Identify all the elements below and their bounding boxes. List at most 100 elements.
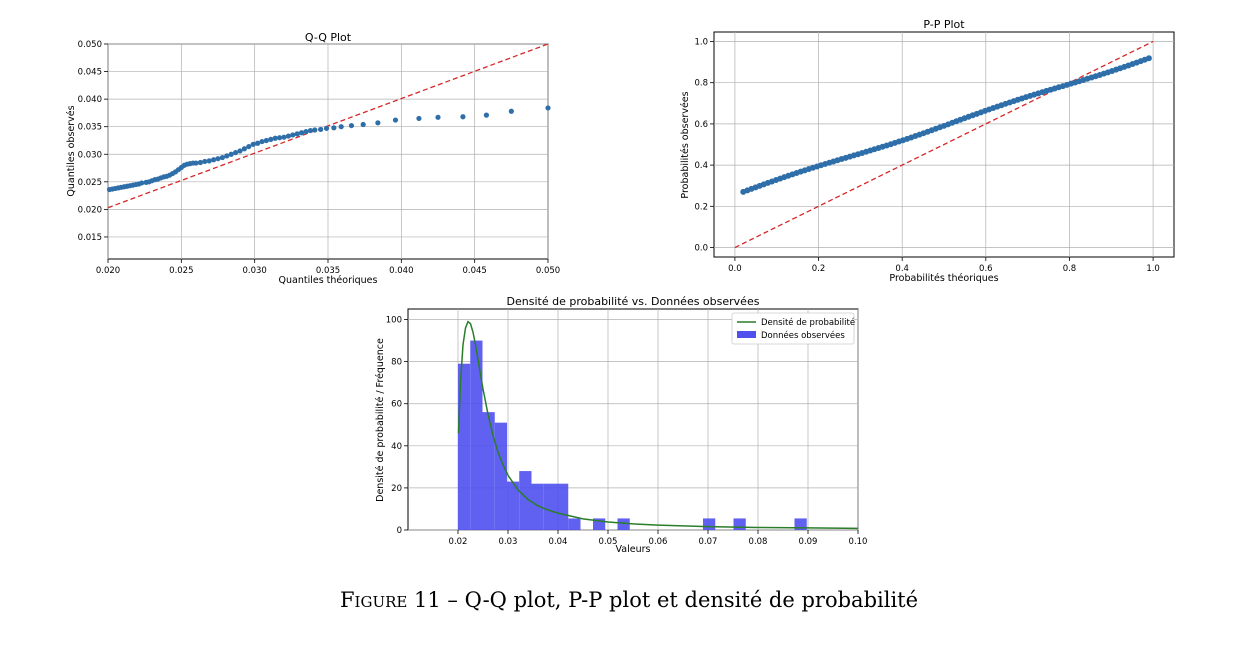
x-tick-label: 0.06 (649, 537, 668, 547)
qq-data-point (272, 135, 278, 141)
x-tick-label: 0.04 (549, 537, 568, 547)
pp-xlabel: Probabilités théoriques (889, 273, 998, 284)
y-tick-label: 0.025 (78, 178, 102, 188)
y-tick-label: 60 (391, 400, 402, 410)
density-grid (408, 309, 859, 531)
qq-data-point (268, 136, 274, 142)
qq-data-point (303, 129, 309, 135)
histogram-bar (568, 518, 581, 530)
qq-data-point (277, 135, 283, 141)
y-tick-label: 0.6 (694, 120, 708, 130)
density-title: Densité de probabilité vs. Données obser… (507, 295, 760, 308)
qq-data-point (392, 117, 399, 123)
caption-text: Q-Q plot, P-P plot et densité de probabi… (464, 588, 919, 612)
y-tick-label: 0.050 (78, 40, 102, 50)
x-tick-label: 1.0 (1146, 264, 1160, 274)
qq-data-point (237, 148, 243, 154)
qq-data-point (323, 125, 330, 131)
x-tick-label: 0.8 (1063, 264, 1077, 274)
y-tick-label: 20 (391, 484, 402, 494)
histogram-bar (794, 518, 807, 530)
qq-plot: Q-Q Plot 0.020 0.025 0.030 0.035 0.040 0.045 0… (66, 31, 560, 286)
legend-box (731, 312, 855, 345)
figure-caption: Figure 11 – Q-Q plot, P-P plot et densit… (0, 588, 1258, 612)
histogram-bars (458, 340, 807, 530)
qq-data-point (435, 114, 441, 120)
figure-panels: Q-Q Plot 0.020 0.025 0.030 0.035 0.040 0.045 0… (66, 18, 1175, 555)
qq-ticks: 0.020 0.025 0.030 0.035 0.040 0.045 0.050 0.015… (78, 40, 561, 276)
qq-data-point (416, 115, 422, 122)
y-tick-label: 40 (391, 442, 402, 452)
y-tick-label: 0.040 (78, 95, 102, 105)
histogram-bar (494, 422, 507, 530)
histogram-bar (556, 483, 569, 530)
qq-data-point (375, 120, 381, 126)
x-tick-label: 0.0 (728, 264, 742, 274)
qq-data-point (281, 134, 287, 140)
y-tick-label: 0.2 (694, 202, 708, 212)
x-tick-label: 0.045 (462, 266, 486, 276)
qq-data-point (206, 158, 212, 164)
pp-grid (714, 32, 1174, 257)
histogram-bar (593, 518, 606, 530)
x-tick-label: 0.050 (536, 266, 560, 276)
qq-data-point (255, 140, 261, 146)
density-ylabel: Densité de probabilité / Fréquence (375, 338, 386, 502)
x-tick-label: 0.09 (799, 537, 818, 547)
qq-data-point (215, 156, 221, 162)
qq-data-point (139, 180, 145, 186)
qq-data-point (285, 133, 291, 139)
pp-reference-line (734, 40, 1154, 249)
x-tick-label: 0.2 (812, 264, 826, 274)
qq-data-point (233, 150, 239, 156)
y-tick-label: 0.035 (78, 123, 102, 133)
qq-data-point (228, 151, 234, 157)
y-tick-label: 0.4 (694, 161, 708, 171)
histogram-bar (543, 483, 556, 530)
qq-data-point (263, 137, 269, 144)
qq-data-point (360, 121, 366, 128)
y-tick-label: 0.045 (78, 68, 102, 78)
qq-data-point (250, 141, 256, 147)
qq-data-point (219, 154, 225, 161)
histogram-bar (482, 412, 495, 530)
qq-reference-line (107, 43, 549, 209)
pp-data-point (1145, 55, 1152, 62)
legend-label-density: Densité de probabilité (761, 317, 855, 328)
qq-data-point (318, 126, 324, 133)
qq-data-point (299, 130, 305, 136)
histogram-bar (617, 518, 630, 530)
x-tick-label: 0.020 (96, 266, 120, 276)
qq-data-point (197, 159, 203, 166)
qq-data-point (241, 146, 247, 152)
y-tick-label: 0.8 (694, 79, 708, 89)
qq-data-point (290, 132, 296, 138)
y-tick-label: 0.015 (78, 233, 102, 243)
pp-plot: P-P Plot 0.0 0.2 0.4 0.6 0.8 1.00.00.20.40.60… (680, 18, 1175, 284)
x-tick-label: 0.030 (242, 266, 266, 276)
y-tick-label: 100 (386, 316, 402, 326)
pp-points (740, 55, 1152, 195)
qq-xlabel: Quantiles théoriques (279, 275, 378, 286)
x-tick-label: 0.05 (599, 537, 618, 547)
x-tick-label: 0.025 (169, 266, 193, 276)
histogram-bar (703, 518, 716, 530)
density-legend: Densité de probabilité Données observées (731, 312, 855, 345)
caption-separator: – (440, 588, 465, 612)
qq-data-point (508, 108, 514, 114)
qq-data-point (312, 127, 318, 133)
qq-data-point (246, 143, 252, 150)
x-tick-label: 0.08 (749, 537, 768, 547)
qq-data-point (202, 158, 208, 165)
qq-data-point (259, 138, 265, 145)
histogram-bar (531, 483, 544, 530)
x-tick-label: 0.07 (699, 537, 718, 547)
x-tick-label: 0.6 (979, 264, 993, 274)
density-plot: Densité de probabilité vs. Données obser… (375, 295, 867, 555)
figure-label: Figure 11 (339, 588, 441, 612)
y-tick-label: 80 (391, 358, 402, 368)
density-curve (457, 320, 859, 530)
y-tick-label: 0.020 (78, 205, 102, 215)
qq-data-point (307, 127, 313, 134)
y-tick-label: 0.030 (78, 150, 102, 160)
